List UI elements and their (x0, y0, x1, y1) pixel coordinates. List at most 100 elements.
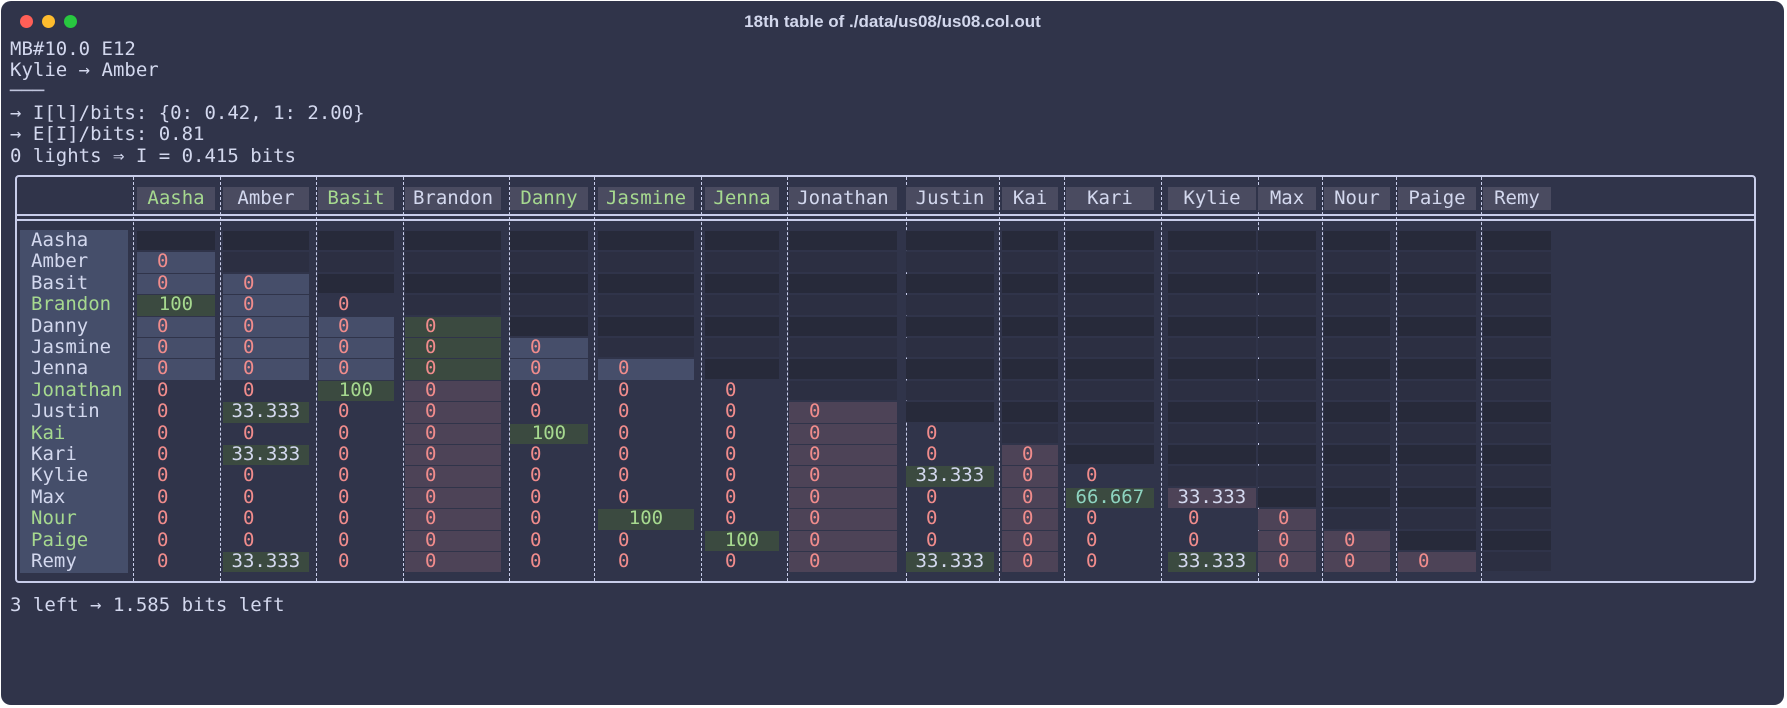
table-cell: 0 (926, 443, 938, 465)
cell-highlight (789, 445, 897, 466)
column-separator (133, 177, 134, 581)
row-label-brandon[interactable]: Brandon (31, 293, 112, 316)
column-header-jenna[interactable]: Jenna (705, 187, 779, 210)
empty-cell (137, 231, 215, 251)
column-header-justin[interactable]: Justin (906, 187, 994, 210)
table-cell: 0 (809, 421, 821, 444)
table-cell: 0 (157, 507, 169, 530)
column-header-nour[interactable]: Nour (1324, 187, 1390, 210)
row-label-aasha[interactable]: Aasha (31, 229, 89, 251)
table-cell: 0 (530, 336, 542, 358)
empty-cell (1483, 423, 1551, 443)
table-cell: 0 (725, 400, 737, 423)
cell-highlight (510, 359, 588, 380)
row-label-amber[interactable]: Amber (31, 250, 89, 273)
cell-highlight (1258, 509, 1316, 530)
column-separator (701, 177, 702, 581)
cell-highlight (405, 509, 501, 530)
row-label-basit[interactable]: Basit (31, 271, 89, 294)
empty-cell (705, 252, 779, 272)
column-header-basit[interactable]: Basit (318, 187, 394, 210)
cell-highlight (1002, 530, 1058, 551)
column-header-remy[interactable]: Remy (1483, 187, 1551, 210)
row-label-max[interactable]: Max (31, 485, 66, 508)
column-separator (999, 177, 1000, 581)
empty-cell (1258, 231, 1316, 251)
column-separator (594, 177, 595, 581)
minimize-button[interactable] (42, 15, 55, 28)
table-cell: 0 (425, 336, 437, 358)
header-divider (17, 214, 1754, 221)
empty-cell (906, 402, 994, 422)
table-cell: 0 (1086, 507, 1098, 530)
empty-cell (1066, 231, 1154, 251)
title-bar: 18th table of ./data/us08/us08.col.out (1, 1, 1784, 41)
empty-cell (1258, 359, 1316, 379)
cell-highlight (906, 552, 994, 573)
table-cell: 0 (1022, 443, 1034, 465)
column-header-paige[interactable]: Paige (1398, 187, 1476, 210)
empty-cell (1483, 530, 1551, 550)
footer-status: 3 left → 1.585 bits left (10, 594, 285, 616)
empty-cell (598, 316, 694, 336)
maximize-button[interactable] (64, 15, 77, 28)
column-separator (220, 177, 221, 581)
cell-highlight (789, 509, 897, 530)
row-label-danny[interactable]: Danny (31, 314, 89, 337)
cell-highlight (137, 295, 215, 316)
column-header-jasmine[interactable]: Jasmine (598, 187, 694, 210)
expected-info: → E[I]/bits: 0.81 (10, 123, 205, 145)
cell-highlight (137, 338, 215, 359)
empty-cell (1258, 316, 1316, 336)
empty-cell (1066, 252, 1154, 272)
empty-cell (1483, 295, 1551, 315)
row-label-jenna[interactable]: Jenna (31, 357, 89, 380)
row-label-kari[interactable]: Kari (31, 443, 77, 465)
column-separator (1322, 177, 1323, 581)
table-cell: 0 (338, 336, 350, 358)
cell-highlight (223, 316, 309, 337)
row-label-paige[interactable]: Paige (31, 528, 89, 551)
table-cell: 0 (157, 250, 169, 273)
column-header-kari[interactable]: Kari (1066, 187, 1154, 210)
column-header-jonathan[interactable]: Jonathan (789, 187, 897, 210)
column-header-aasha[interactable]: Aasha (137, 187, 215, 210)
table-cell: 33.333 (1177, 550, 1247, 572)
column-header-max[interactable]: Max (1258, 187, 1316, 210)
cell-highlight (705, 530, 779, 551)
column-header-danny[interactable]: Danny (510, 187, 588, 210)
column-header-kai[interactable]: Kai (1002, 187, 1058, 210)
cell-highlight (1002, 466, 1058, 487)
table-cell: 0 (338, 443, 350, 465)
empty-cell (1066, 295, 1154, 315)
table-cell: 0 (618, 528, 630, 551)
column-header-brandon[interactable]: Brandon (405, 187, 501, 210)
column-header-kylie[interactable]: Kylie (1168, 187, 1256, 210)
close-button[interactable] (20, 15, 33, 28)
empty-cell (1168, 445, 1256, 465)
cell-highlight (318, 338, 394, 359)
row-label-justin[interactable]: Justin (31, 400, 100, 423)
divider: ─── (10, 80, 45, 102)
empty-cell (705, 338, 779, 358)
cell-highlight (405, 552, 501, 573)
info-per-light: → I[l]/bits: {0: 0.42, 1: 2.00} (10, 102, 365, 124)
table-cell: 0 (1278, 507, 1290, 530)
table-cell: 0 (338, 507, 350, 530)
cell-highlight (137, 316, 215, 337)
empty-cell (705, 273, 779, 294)
row-label-remy[interactable]: Remy (31, 550, 77, 572)
row-label-kai[interactable]: Kai (31, 421, 66, 444)
row-label-jonathan[interactable]: Jonathan (31, 378, 123, 401)
row-label-jasmine[interactable]: Jasmine (31, 336, 112, 358)
table-cell: 0 (1086, 464, 1098, 487)
table-cell: 0 (618, 550, 630, 572)
row-label-nour[interactable]: Nour (31, 507, 77, 530)
empty-cell (1398, 295, 1476, 315)
table-cell: 0 (618, 357, 630, 380)
table-cell: 0 (530, 378, 542, 401)
cell-highlight (789, 466, 897, 487)
table-cell: 0 (338, 400, 350, 423)
row-label-kylie[interactable]: Kylie (31, 464, 89, 487)
column-header-amber[interactable]: Amber (223, 187, 309, 210)
